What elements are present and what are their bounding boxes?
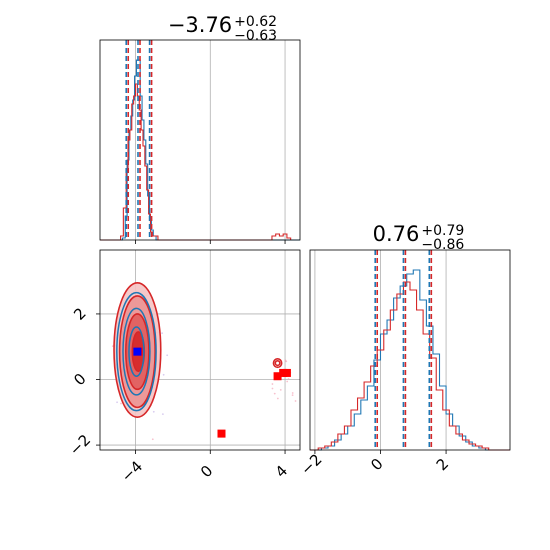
- x-ticks: −4 0 4: [118, 450, 291, 486]
- sample-point: [166, 354, 169, 357]
- axes-frame: [99, 39, 301, 241]
- sample-point: [152, 410, 155, 413]
- red-contour-5: [274, 360, 281, 367]
- title-main: −3.76: [168, 13, 232, 37]
- sample-point: [279, 388, 282, 391]
- sample-point: [273, 392, 276, 395]
- sample-point: [291, 392, 294, 394]
- sample-point: [291, 394, 294, 397]
- x-tick-label: 0: [197, 462, 216, 481]
- blue-contour-2: [128, 326, 145, 377]
- sample-point: [271, 383, 274, 385]
- x-tick-label: −2: [297, 450, 325, 478]
- y-tick-label: 2: [70, 304, 89, 323]
- quantile-lines: [374, 250, 433, 450]
- histogram-line-1: [310, 281, 510, 451]
- x-tick-label: 0: [367, 455, 386, 474]
- title-superscript: +0.79: [421, 223, 464, 239]
- sample-point: [294, 400, 297, 402]
- sample-point: [271, 387, 274, 390]
- x-tick-label: −4: [118, 457, 146, 485]
- y-tick-label: 0: [70, 370, 89, 389]
- sample-point: [161, 332, 164, 335]
- sample-point: [120, 402, 122, 405]
- sample-point: [151, 438, 154, 441]
- y-ticks: −2 0 2: [66, 304, 100, 459]
- histogram-panel-param1: −3.76 +0.62 −0.63: [99, 13, 301, 244]
- x-tick-label: 2: [433, 455, 452, 474]
- title-subscript: −0.86: [421, 237, 464, 253]
- sample-point: [286, 380, 289, 383]
- sample-point: [285, 360, 288, 363]
- red-marker-2: [273, 372, 282, 381]
- red-marker-4: [282, 368, 291, 377]
- y-tick-label: −2: [66, 431, 94, 459]
- red-marker-1: [217, 429, 226, 438]
- title-subscript: −0.63: [234, 28, 277, 44]
- x-tick-label: 4: [272, 462, 291, 481]
- grid-lines: [135, 40, 286, 240]
- panel-title: −3.76: [168, 13, 232, 37]
- sample-point: [116, 401, 118, 404]
- x-ticks: −2 0 2: [297, 450, 452, 479]
- blue-contour-1: [122, 307, 151, 396]
- axes-frame: [99, 249, 301, 451]
- axes-frame: [309, 249, 511, 451]
- title-main: 0.76: [373, 222, 420, 246]
- sample-point: [162, 373, 165, 376]
- quantile-lines: [125, 40, 153, 240]
- red-contour-4: [272, 358, 283, 369]
- blue-marker: [133, 347, 142, 356]
- title-superscript: +0.62: [234, 14, 277, 30]
- markers: [133, 347, 291, 438]
- blue-contour-0: [116, 291, 157, 412]
- histogram-panel-param2: −2 0 2 0.76 +0.79 −0.86: [297, 222, 511, 479]
- sample-point: [287, 378, 290, 380]
- sample-point: [161, 413, 164, 416]
- sample-point: [276, 397, 279, 400]
- x-ticks: [135, 240, 286, 244]
- contour-panel-param1-param2: −4 0 4 −2 0 2: [66, 249, 301, 486]
- panel-title: 0.76: [373, 222, 420, 246]
